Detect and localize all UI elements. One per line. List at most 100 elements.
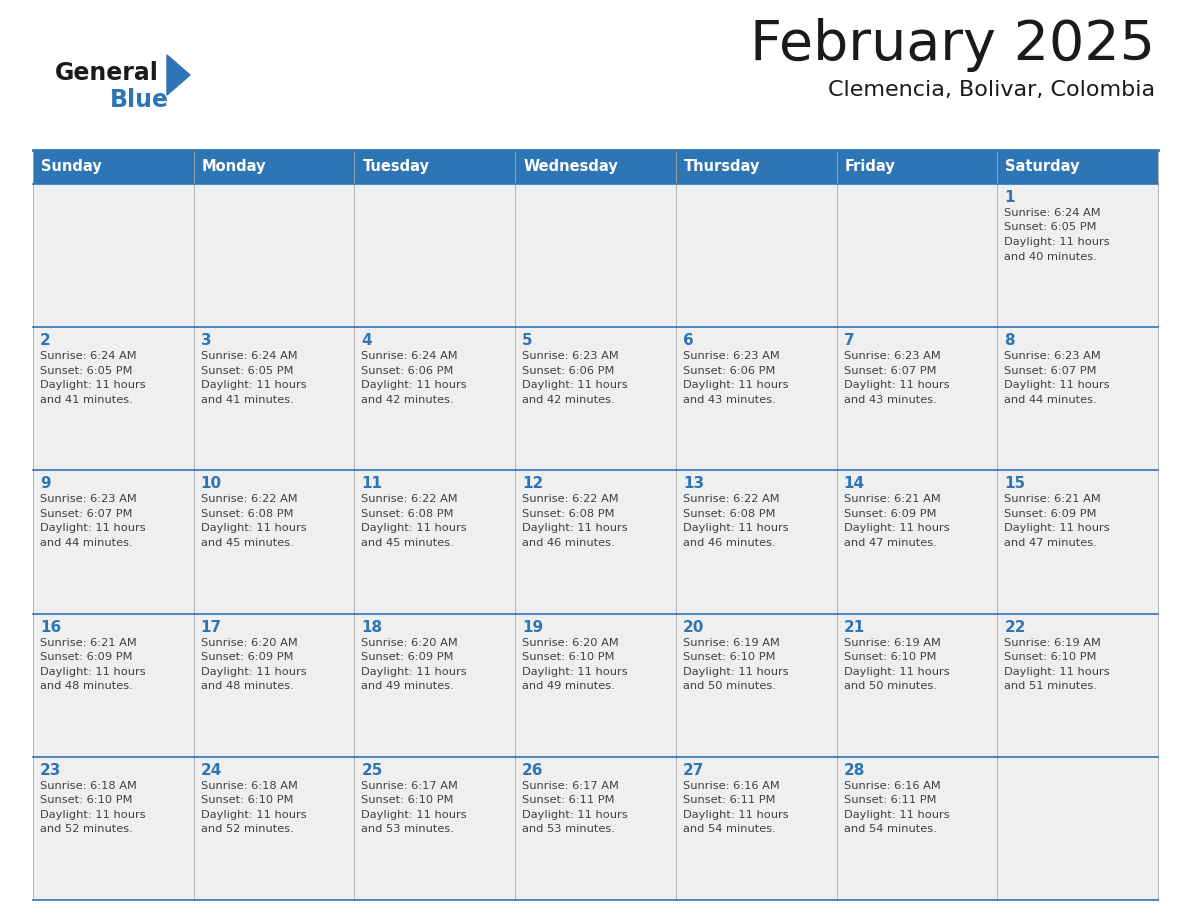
Text: Sunrise: 6:19 AM: Sunrise: 6:19 AM	[683, 638, 779, 647]
Bar	[836, 327, 997, 470]
Text: and 53 minutes.: and 53 minutes.	[361, 824, 454, 834]
Text: Sunset: 6:11 PM: Sunset: 6:11 PM	[523, 795, 614, 805]
Text: Daylight: 11 hours: Daylight: 11 hours	[1004, 237, 1110, 247]
Text: Sunset: 6:10 PM: Sunset: 6:10 PM	[201, 795, 293, 805]
Text: Daylight: 11 hours: Daylight: 11 hours	[361, 523, 467, 533]
Bar	[997, 756, 1158, 900]
Text: Sunrise: 6:22 AM: Sunrise: 6:22 AM	[361, 495, 459, 504]
Text: Sunset: 6:08 PM: Sunset: 6:08 PM	[361, 509, 454, 519]
Text: Sunset: 6:08 PM: Sunset: 6:08 PM	[201, 509, 293, 519]
Text: 26: 26	[523, 763, 544, 778]
Text: Sunrise: 6:24 AM: Sunrise: 6:24 AM	[361, 352, 459, 361]
Text: Sunset: 6:05 PM: Sunset: 6:05 PM	[201, 365, 293, 375]
Bar	[354, 613, 516, 756]
Text: Daylight: 11 hours: Daylight: 11 hours	[361, 810, 467, 820]
Bar	[194, 613, 354, 756]
Text: Daylight: 11 hours: Daylight: 11 hours	[40, 666, 146, 677]
Text: 16: 16	[40, 620, 62, 634]
Text: Thursday: Thursday	[684, 160, 760, 174]
Text: Daylight: 11 hours: Daylight: 11 hours	[361, 666, 467, 677]
Text: Daylight: 11 hours: Daylight: 11 hours	[40, 523, 146, 533]
Text: 25: 25	[361, 763, 383, 778]
Text: Monday: Monday	[202, 160, 266, 174]
Text: Daylight: 11 hours: Daylight: 11 hours	[683, 380, 789, 390]
Text: 23: 23	[40, 763, 62, 778]
Text: and 41 minutes.: and 41 minutes.	[40, 395, 133, 405]
Text: Daylight: 11 hours: Daylight: 11 hours	[683, 810, 789, 820]
Text: Sunrise: 6:16 AM: Sunrise: 6:16 AM	[683, 781, 779, 790]
Text: and 42 minutes.: and 42 minutes.	[361, 395, 454, 405]
Text: Wednesday: Wednesday	[523, 160, 618, 174]
Text: Sunday: Sunday	[42, 160, 102, 174]
Text: 12: 12	[523, 476, 543, 491]
Text: and 49 minutes.: and 49 minutes.	[361, 681, 454, 691]
Text: Sunrise: 6:23 AM: Sunrise: 6:23 AM	[40, 495, 137, 504]
Text: Daylight: 11 hours: Daylight: 11 hours	[843, 380, 949, 390]
Bar	[997, 184, 1158, 327]
Text: and 43 minutes.: and 43 minutes.	[843, 395, 936, 405]
Text: Daylight: 11 hours: Daylight: 11 hours	[843, 666, 949, 677]
Text: Daylight: 11 hours: Daylight: 11 hours	[523, 810, 627, 820]
Text: and 54 minutes.: and 54 minutes.	[843, 824, 936, 834]
Text: 2: 2	[40, 333, 51, 348]
Bar	[676, 184, 836, 327]
Text: Sunset: 6:06 PM: Sunset: 6:06 PM	[361, 365, 454, 375]
Bar	[33, 327, 194, 470]
Bar	[33, 150, 1158, 184]
Text: and 44 minutes.: and 44 minutes.	[40, 538, 133, 548]
Bar	[836, 470, 997, 613]
Text: Tuesday: Tuesday	[362, 160, 429, 174]
Text: Sunset: 6:10 PM: Sunset: 6:10 PM	[683, 652, 776, 662]
Text: Clemencia, Bolivar, Colombia: Clemencia, Bolivar, Colombia	[828, 80, 1155, 100]
Text: Sunset: 6:09 PM: Sunset: 6:09 PM	[361, 652, 454, 662]
Text: Daylight: 11 hours: Daylight: 11 hours	[201, 666, 307, 677]
Text: 3: 3	[201, 333, 211, 348]
Text: Sunset: 6:07 PM: Sunset: 6:07 PM	[1004, 365, 1097, 375]
Text: and 54 minutes.: and 54 minutes.	[683, 824, 776, 834]
Text: 5: 5	[523, 333, 532, 348]
Text: Sunset: 6:09 PM: Sunset: 6:09 PM	[40, 652, 133, 662]
Bar	[676, 756, 836, 900]
Text: Sunrise: 6:23 AM: Sunrise: 6:23 AM	[683, 352, 779, 361]
Bar	[997, 327, 1158, 470]
Text: and 50 minutes.: and 50 minutes.	[683, 681, 776, 691]
Text: 27: 27	[683, 763, 704, 778]
Bar	[516, 470, 676, 613]
Bar	[33, 613, 194, 756]
Bar	[836, 184, 997, 327]
Bar	[194, 184, 354, 327]
Text: Daylight: 11 hours: Daylight: 11 hours	[40, 380, 146, 390]
Text: Saturday: Saturday	[1005, 160, 1080, 174]
Text: Sunset: 6:11 PM: Sunset: 6:11 PM	[683, 795, 776, 805]
Bar	[354, 470, 516, 613]
Text: 9: 9	[40, 476, 51, 491]
Text: Sunrise: 6:24 AM: Sunrise: 6:24 AM	[1004, 208, 1101, 218]
Text: 21: 21	[843, 620, 865, 634]
Bar	[516, 613, 676, 756]
Text: 8: 8	[1004, 333, 1015, 348]
Text: Sunrise: 6:20 AM: Sunrise: 6:20 AM	[361, 638, 459, 647]
Text: Sunset: 6:09 PM: Sunset: 6:09 PM	[201, 652, 293, 662]
Text: Sunset: 6:08 PM: Sunset: 6:08 PM	[683, 509, 776, 519]
Bar	[354, 184, 516, 327]
Bar	[354, 756, 516, 900]
Text: Daylight: 11 hours: Daylight: 11 hours	[1004, 666, 1110, 677]
Text: Sunrise: 6:23 AM: Sunrise: 6:23 AM	[843, 352, 941, 361]
Text: Sunrise: 6:16 AM: Sunrise: 6:16 AM	[843, 781, 941, 790]
Text: Sunset: 6:09 PM: Sunset: 6:09 PM	[843, 509, 936, 519]
Text: and 40 minutes.: and 40 minutes.	[1004, 252, 1097, 262]
Text: Sunrise: 6:18 AM: Sunrise: 6:18 AM	[40, 781, 137, 790]
Bar	[33, 184, 194, 327]
Text: Sunset: 6:10 PM: Sunset: 6:10 PM	[361, 795, 454, 805]
Text: Sunset: 6:10 PM: Sunset: 6:10 PM	[40, 795, 133, 805]
Text: and 52 minutes.: and 52 minutes.	[201, 824, 293, 834]
Text: Sunrise: 6:22 AM: Sunrise: 6:22 AM	[523, 495, 619, 504]
Text: Sunset: 6:10 PM: Sunset: 6:10 PM	[1004, 652, 1097, 662]
Text: and 46 minutes.: and 46 minutes.	[683, 538, 776, 548]
Text: 11: 11	[361, 476, 383, 491]
Text: and 45 minutes.: and 45 minutes.	[361, 538, 454, 548]
Text: Daylight: 11 hours: Daylight: 11 hours	[523, 523, 627, 533]
Bar	[676, 327, 836, 470]
Text: Daylight: 11 hours: Daylight: 11 hours	[523, 666, 627, 677]
Text: and 43 minutes.: and 43 minutes.	[683, 395, 776, 405]
